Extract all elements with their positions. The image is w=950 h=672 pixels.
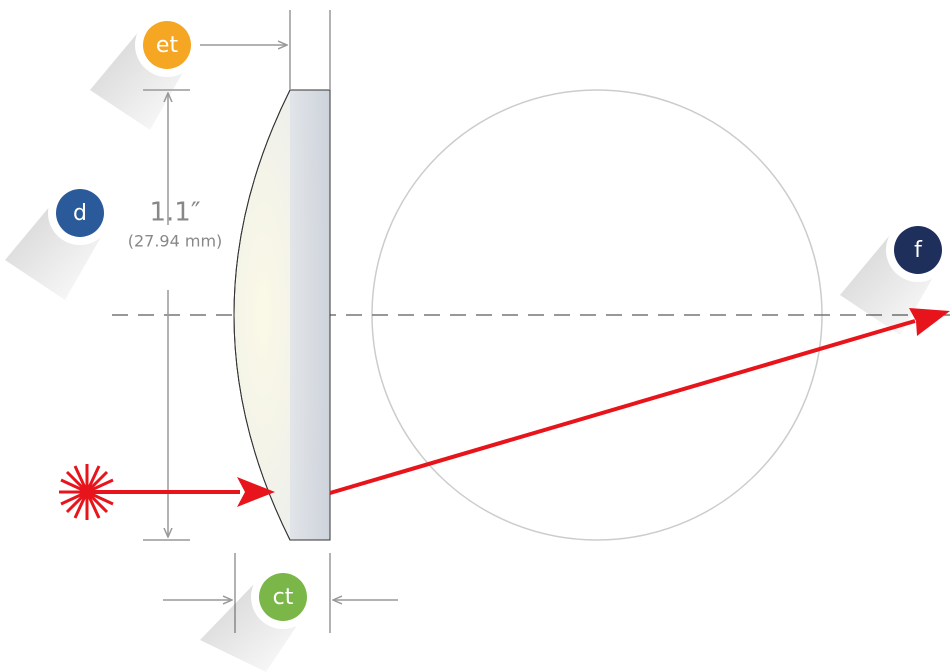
- lens-outline: [233, 89, 331, 541]
- dimension-metric: (27.94 mm): [128, 232, 223, 251]
- badge: [143, 21, 191, 69]
- badge-label: et: [156, 33, 179, 58]
- lens-flat: [290, 90, 330, 540]
- ray-arrowhead: [237, 477, 275, 507]
- badge-label: ct: [273, 585, 294, 610]
- badge-label: f: [914, 238, 923, 263]
- ray-arrowhead: [909, 308, 950, 336]
- output-ray: [329, 319, 916, 495]
- badge: [56, 189, 104, 237]
- dimension-value: 1.1″: [149, 198, 200, 228]
- badge-label: d: [73, 201, 87, 226]
- badge: [894, 226, 942, 274]
- badge: [259, 573, 307, 621]
